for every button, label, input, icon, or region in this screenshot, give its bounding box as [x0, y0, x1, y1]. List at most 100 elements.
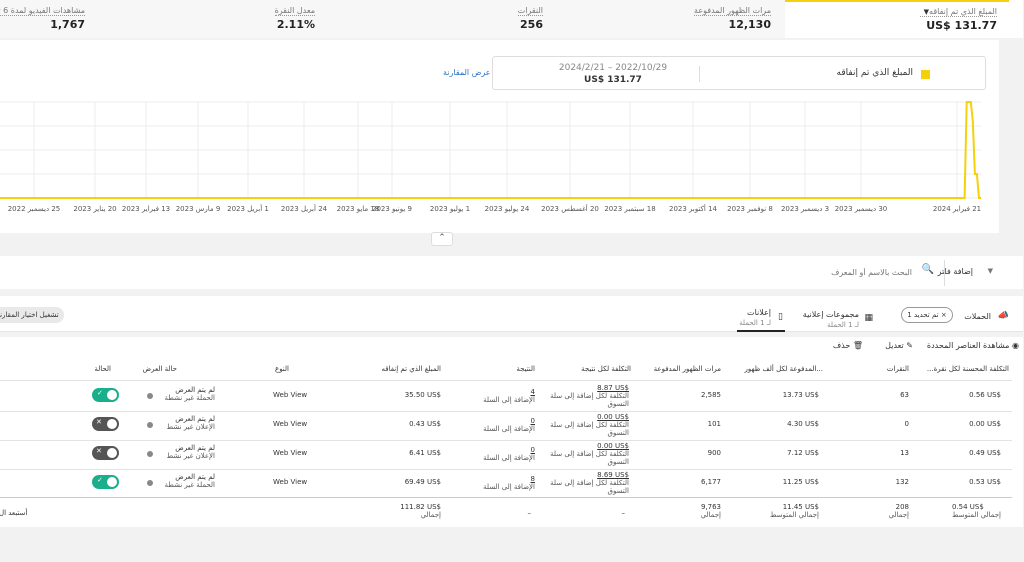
total-value: 208 — [896, 503, 910, 511]
cell-cpm: 7.12 US$ — [788, 449, 820, 457]
close-icon: ✕ — [97, 447, 103, 455]
cpr-value: 8.87 US$ — [598, 384, 630, 392]
kpi-video-views[interactable]: مشاهدات الفيديو لمدة 6 ثوانٍ 1,767 — [0, 0, 86, 38]
view-selected-button[interactable]: ◉ مشاهدة العناصر المحددة — [928, 341, 1020, 350]
cell-result[interactable]: 0 الإضافة إلى السلة — [484, 446, 536, 462]
result-value: 4 — [531, 388, 536, 396]
col-clicks[interactable]: النقرات — [887, 365, 910, 373]
status-dot — [148, 451, 154, 457]
action-label: تعديل — [886, 341, 905, 350]
col-impressions[interactable]: مرات الظهور المدفوعة — [654, 365, 722, 373]
add-filter-button[interactable]: إضافة فلتر — [938, 267, 974, 276]
col-result[interactable]: النتيجة — [517, 365, 536, 373]
tab-ads[interactable]: إعلانات لـ 1 الحملة ▯ — [738, 300, 786, 332]
cell-cpr[interactable]: 8.87 US$ التكلفة لكل إضافة إلى سلة التسوق — [540, 384, 630, 408]
x-tick-label: 13 فبراير 2023 — [123, 205, 171, 213]
tab-label: مجموعات إعلانية — [803, 310, 860, 319]
cell-cpm: 4.30 US$ — [788, 420, 820, 428]
cell-cpm: 11.25 US$ — [783, 478, 820, 486]
status-toggle[interactable]: ✓ — [93, 388, 120, 402]
x-tick-label: 9 مارس 2023 — [177, 205, 222, 213]
legend-label: المبلغ الذي تم إنفاقه — [837, 68, 914, 78]
spend-line-chart: 21 فبراير 2024 30 ديسمبر 2023 3 ديسمبر 202… — [0, 101, 982, 213]
chevron-up-icon: ⌃ — [439, 233, 447, 243]
cell-cpc: 0.00 US$ — [970, 420, 1002, 428]
spend-series-line — [0, 101, 982, 199]
excluded-note: أستبعد ال — [0, 509, 29, 517]
cell-spent: 35.50 US$ — [405, 391, 442, 399]
cell-result[interactable]: 4 الإضافة إلى السلة — [484, 388, 536, 404]
x-tick-label: 20 يناير 2023 — [74, 205, 117, 213]
cell-cpc: 0.56 US$ — [970, 391, 1002, 399]
selection-chip[interactable]: × تم تحديد 1 — [902, 307, 954, 323]
chart-series — [0, 101, 982, 199]
cell-cpm: 13.73 US$ — [783, 391, 820, 399]
cell-status: لم يتم العرض الإعلان غير نشط — [168, 444, 216, 460]
total-label: إجمالي — [421, 511, 442, 519]
col-status[interactable]: حالة العرض — [143, 365, 178, 373]
action-label: مشاهدة العناصر المحددة — [927, 341, 1011, 350]
status-dot — [148, 480, 154, 486]
x-tick-label: 14 أكتوبر 2023 — [670, 204, 719, 213]
total-label: إجمالي — [701, 511, 722, 519]
chip-label: تم تحديد 1 — [908, 311, 940, 319]
collapse-chart-button[interactable]: ⌃ — [432, 232, 454, 246]
cell-type: Web View — [274, 391, 309, 399]
col-spent[interactable]: المبلغ الذي تم إنفاقه — [382, 365, 442, 373]
status-toggle[interactable]: ✕ — [93, 417, 120, 431]
status-primary: لم يتم العرض — [176, 415, 216, 423]
cell-cpr[interactable]: 8.69 US$ التكلفة لكل إضافة إلى سلة التسوق — [540, 471, 630, 495]
status-toggle[interactable]: ✓ — [93, 475, 120, 489]
compare-toggle-button[interactable]: تشغيل اختيار المقارنة — [0, 307, 65, 323]
x-tick-label: 24 أبريل 2023 — [282, 204, 329, 213]
col-cpm[interactable]: ...المدفوعة لكل ألف ظهور — [745, 365, 824, 373]
chevron-down-icon[interactable]: ▼ — [988, 267, 994, 275]
cell-cpc: 0.53 US$ — [970, 478, 1002, 486]
chart-grid — [0, 101, 982, 199]
edit-button[interactable]: ✎ تعديل — [886, 341, 914, 350]
cell-impressions: 2,585 — [701, 391, 722, 399]
filter-row: ▼ إضافة فلتر 🔍 — [0, 256, 1024, 289]
result-label: الإضافة إلى السلة — [484, 483, 536, 491]
close-icon[interactable]: × — [941, 311, 948, 319]
divider — [0, 469, 1013, 470]
cpr-label: التكلفة لكل إضافة إلى سلة التسوق — [551, 392, 630, 408]
cell-spent: 6.41 US$ — [410, 449, 442, 457]
kpi-bar: المبلغ الذي تم إنفاقه▼ US$ 131.77 مرات ا… — [0, 0, 1024, 38]
chevron-down-icon[interactable]: ▼ — [924, 8, 931, 16]
delete-button[interactable]: 🗑 حذف — [834, 341, 864, 350]
x-axis-ticks: 21 فبراير 2024 30 ديسمبر 2023 3 ديسمبر 202… — [9, 204, 982, 213]
cell-result[interactable]: 8 الإضافة إلى السلة — [484, 475, 536, 491]
col-state[interactable]: الحالة — [95, 365, 112, 373]
tab-ad-sets[interactable]: مجموعات إعلانية لـ 1 الحملة ▦ — [800, 300, 876, 330]
status-toggle[interactable]: ✕ — [93, 446, 120, 460]
cell-clicks: 0 — [905, 420, 910, 428]
col-type[interactable]: النوع — [276, 365, 290, 373]
megaphone-icon: 📣 — [998, 311, 1010, 321]
col-cpr[interactable]: التكلفة لكل نتيجة — [582, 365, 632, 373]
result-label: الإضافة إلى السلة — [484, 454, 536, 462]
cell-cpr[interactable]: 0.00 US$ التكلفة لكل إضافة إلى سلة التسوق — [540, 442, 630, 466]
tab-label: إعلانات — [748, 308, 772, 317]
cell-result[interactable]: 0 الإضافة إلى السلة — [484, 417, 536, 433]
col-cpc[interactable]: التكلفة المحسنة لكل نقرة... — [927, 365, 1010, 373]
total-result: – — [528, 509, 533, 517]
search-input[interactable] — [617, 261, 917, 283]
kpi-spent[interactable]: المبلغ الذي تم إنفاقه▼ US$ 131.77 — [786, 0, 1010, 38]
tab-campaigns[interactable]: الحملات 📣 — [964, 300, 1014, 330]
cell-clicks: 63 — [901, 391, 910, 399]
date-range: 2024/2/21 – 2022/10/29 — [559, 63, 669, 73]
cell-cpr[interactable]: 0.00 US$ التكلفة لكل إضافة إلى سلة التسوق — [540, 413, 630, 437]
kpi-value: 2.11% — [277, 18, 316, 31]
kpi-label: النقرات — [518, 6, 544, 16]
kpi-ctr[interactable]: معدل النقرة 2.11% — [230, 0, 316, 38]
kpi-impressions[interactable]: مرات الظهور المدفوعة 12,130 — [650, 0, 772, 38]
status-secondary: الحملة غير نشطة — [165, 481, 217, 489]
kpi-clicks[interactable]: النقرات 256 — [440, 0, 544, 38]
kpi-label: مرات الظهور المدفوعة — [695, 6, 772, 16]
kpi-value: 256 — [521, 18, 544, 31]
compare-link[interactable]: عرض المقارنة — [444, 68, 492, 77]
x-tick-label: 18 مايو 2023 — [338, 205, 381, 213]
total-label: إجمالي المتوسط — [770, 511, 820, 519]
phone-icon: ▯ — [779, 312, 784, 322]
